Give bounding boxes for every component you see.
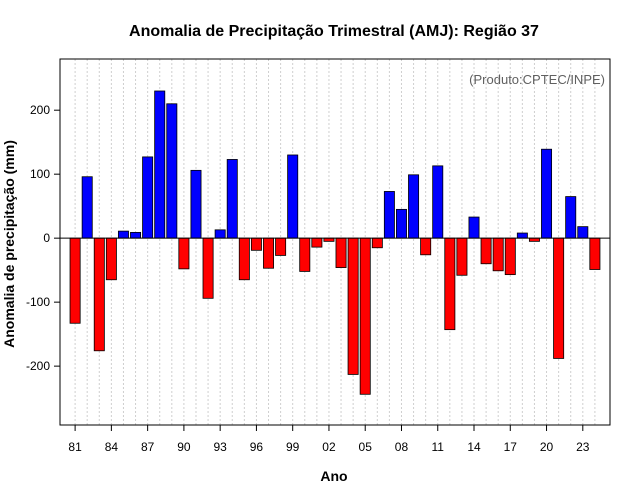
x-tick-label: 11 bbox=[432, 440, 445, 454]
x-tick-label: 99 bbox=[286, 440, 300, 454]
bar-89 bbox=[167, 104, 177, 238]
bar-85 bbox=[118, 231, 128, 238]
x-tick-label: 90 bbox=[177, 440, 191, 454]
x-tick-label: 05 bbox=[359, 440, 373, 454]
bar-82 bbox=[82, 177, 92, 238]
bar-09 bbox=[408, 175, 418, 238]
y-tick-label: -200 bbox=[26, 359, 50, 373]
bar-22 bbox=[566, 197, 576, 239]
bar-24 bbox=[590, 238, 600, 269]
bar-21 bbox=[554, 238, 564, 358]
bar-83 bbox=[94, 238, 104, 351]
chart-title: Anomalia de Precipitação Trimestral (AMJ… bbox=[129, 23, 539, 40]
bar-84 bbox=[106, 238, 116, 280]
bar-15 bbox=[481, 238, 491, 264]
x-tick-label: 08 bbox=[395, 440, 409, 454]
x-tick-label: 14 bbox=[467, 440, 481, 454]
bar-11 bbox=[433, 166, 443, 238]
x-tick-label: 96 bbox=[250, 440, 264, 454]
bar-07 bbox=[384, 191, 394, 238]
bar-98 bbox=[276, 238, 286, 255]
x-tick-label: 02 bbox=[322, 440, 336, 454]
bar-23 bbox=[578, 227, 588, 239]
bar-91 bbox=[191, 170, 201, 238]
x-tick-label: 17 bbox=[504, 440, 518, 454]
source-annotation: (Produto:CPTEC/INPE) bbox=[469, 72, 605, 87]
bar-14 bbox=[469, 217, 479, 238]
bar-93 bbox=[215, 230, 225, 238]
bar-01 bbox=[312, 238, 322, 247]
bar-18 bbox=[517, 233, 527, 238]
x-tick-label: 23 bbox=[576, 440, 590, 454]
bar-87 bbox=[143, 157, 153, 238]
chart: Anomalia de Precipitação Trimestral (AMJ… bbox=[0, 0, 640, 500]
bar-96 bbox=[251, 238, 261, 250]
y-tick-label: 0 bbox=[43, 231, 50, 245]
bar-10 bbox=[421, 238, 431, 255]
bar-90 bbox=[179, 238, 189, 269]
bar-05 bbox=[360, 238, 370, 394]
y-tick-label: 200 bbox=[30, 103, 50, 117]
bar-00 bbox=[300, 238, 310, 271]
x-tick-label: 20 bbox=[540, 440, 554, 454]
x-axis-label: Ano bbox=[320, 468, 347, 484]
y-tick-label: 100 bbox=[30, 167, 50, 181]
bar-97 bbox=[263, 238, 273, 268]
bar-03 bbox=[336, 238, 346, 267]
bar-86 bbox=[130, 232, 140, 238]
y-axis-label: Anomalia de precipitação (mm) bbox=[1, 140, 17, 348]
bar-99 bbox=[288, 155, 298, 238]
bars bbox=[70, 91, 600, 394]
bar-17 bbox=[505, 238, 515, 274]
bar-12 bbox=[445, 238, 455, 330]
grid bbox=[75, 59, 595, 425]
x-tick-label: 84 bbox=[105, 440, 119, 454]
x-tick-label: 81 bbox=[68, 440, 82, 454]
bar-81 bbox=[70, 238, 80, 323]
bar-13 bbox=[457, 238, 467, 275]
bar-20 bbox=[541, 149, 551, 238]
bar-06 bbox=[372, 238, 382, 248]
bar-16 bbox=[493, 238, 503, 271]
x-tick-label: 87 bbox=[141, 440, 155, 454]
bar-08 bbox=[396, 209, 406, 238]
bar-92 bbox=[203, 238, 213, 298]
bar-95 bbox=[239, 238, 249, 280]
plot-frame bbox=[60, 59, 610, 425]
y-tick-label: -100 bbox=[26, 295, 50, 309]
x-tick-label: 93 bbox=[213, 440, 227, 454]
bar-88 bbox=[155, 91, 165, 238]
bar-04 bbox=[348, 238, 358, 374]
bar-94 bbox=[227, 159, 237, 238]
